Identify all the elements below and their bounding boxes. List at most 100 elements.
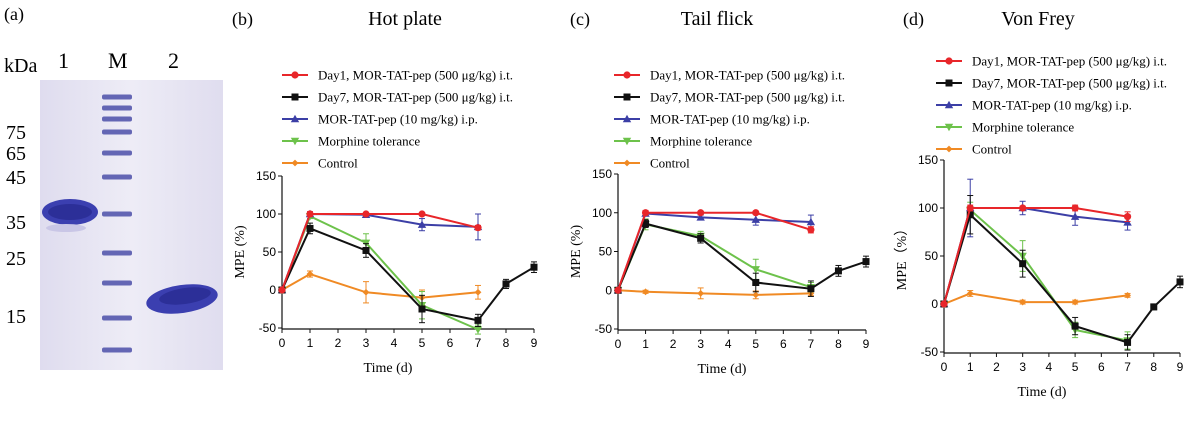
series-control	[614, 286, 815, 300]
y-tick-label: 100	[256, 207, 276, 221]
legend-marker	[291, 71, 299, 79]
x-tick-label: 4	[391, 336, 398, 350]
series-morphine	[939, 201, 1132, 350]
x-tick-label: 3	[697, 337, 704, 351]
series-day1	[278, 210, 482, 294]
x-tick-label: 4	[1046, 360, 1053, 374]
x-tick-label: 0	[615, 337, 622, 351]
legend-label: Morphine tolerance	[650, 134, 752, 149]
data-point	[417, 220, 427, 228]
legend-marker	[622, 137, 632, 146]
panel-label-a: (a)	[4, 4, 24, 25]
data-point	[1019, 260, 1027, 268]
y-tick-label: 100	[918, 201, 938, 215]
marker-tick-labels: 75 65 45 35 25 15	[6, 122, 26, 328]
marker-label-45: 45	[6, 167, 26, 189]
legend-label: Day7, MOR-TAT-pep (500 μg/kg) i.t.	[318, 90, 513, 105]
legend-label: Day7, MOR-TAT-pep (500 μg/kg) i.t.	[650, 90, 845, 105]
legend-label: MOR-TAT-pep (10 mg/kg) i.p.	[650, 112, 810, 127]
ladder-band	[102, 105, 132, 111]
chart-2: (c) Tail flick Day1, MOR-TAT-pep (500 μg/k…	[569, 8, 870, 377]
x-tick-label: 8	[503, 336, 510, 350]
y-tick-label: 100	[592, 206, 612, 220]
x-tick-label: 0	[941, 360, 948, 374]
data-point	[474, 316, 482, 324]
x-tick-label: 4	[725, 337, 732, 351]
y-tick-label: 150	[918, 153, 938, 167]
series-day1	[614, 209, 815, 294]
y-tick-label: -50	[595, 322, 613, 336]
legend-marker	[291, 93, 299, 101]
x-tick-label: 9	[1177, 360, 1184, 374]
gel-panel: (a) kDa 1 M 2 75 65 45 35 25 15	[4, 4, 223, 370]
charts: (b) Hot plate Day1, MOR-TAT-pep (500 μg/kg…	[232, 8, 1184, 400]
ladder-band	[102, 315, 132, 321]
data-point	[834, 267, 842, 275]
marker-label-65: 65	[6, 143, 26, 165]
ladder-band	[102, 347, 132, 353]
lane-label-m: M	[108, 48, 128, 73]
data-point	[642, 220, 650, 228]
legend-marker	[944, 123, 954, 132]
data-point	[862, 258, 870, 266]
legend-label: Control	[650, 156, 690, 171]
legend-label: Day1, MOR-TAT-pep (500 μg/kg) i.t.	[318, 68, 513, 83]
legend-label: MOR-TAT-pep (10 mg/kg) i.p.	[318, 112, 478, 127]
y-tick-label: -50	[921, 345, 939, 359]
legend-marker	[290, 137, 300, 146]
series-day1	[940, 204, 1132, 308]
x-axis-label: Time (d)	[698, 362, 747, 377]
series-line	[943, 212, 1181, 344]
data-point	[697, 289, 705, 297]
ladder-band	[102, 280, 132, 286]
x-axis-label: Time (d)	[1018, 385, 1067, 400]
legend-label: Day1, MOR-TAT-pep (500 μg/kg) i.t.	[972, 54, 1167, 69]
x-tick-label: 6	[1098, 360, 1105, 374]
chart-title: Von Frey	[1001, 8, 1075, 30]
chart-1: (b) Hot plate Day1, MOR-TAT-pep (500 μg/kg…	[232, 8, 538, 376]
data-point	[1070, 212, 1080, 220]
ladder-band	[102, 250, 132, 256]
legend-label: Morphine tolerance	[972, 120, 1074, 135]
ladder-band	[102, 174, 132, 180]
data-point	[751, 215, 760, 223]
chart-3: (d) Von Frey Day1, MOR-TAT-pep (500 μg/kg)…	[894, 8, 1184, 400]
band-lane-1-faint	[46, 224, 86, 232]
series-line	[943, 207, 1128, 305]
data-point	[1071, 322, 1079, 330]
y-tick-label: 50	[599, 245, 613, 259]
x-tick-label: 2	[993, 360, 1000, 374]
legend-marker	[623, 71, 631, 79]
y-tick-label: 150	[256, 169, 276, 183]
x-tick-label: 7	[808, 337, 815, 351]
legend-marker	[945, 79, 953, 87]
y-tick-label: -50	[259, 321, 277, 335]
x-tick-label: 3	[1019, 360, 1026, 374]
y-axis-label: MPE (%)	[569, 225, 584, 279]
band-lane-1-core	[48, 204, 92, 220]
data-point	[641, 209, 650, 217]
data-point	[966, 204, 974, 212]
legend-label: Morphine tolerance	[318, 134, 420, 149]
data-point	[940, 300, 948, 308]
panel-label: (b)	[232, 9, 253, 30]
y-tick-label: 0	[605, 283, 612, 297]
data-point	[1176, 278, 1184, 286]
data-point	[752, 291, 760, 299]
legend-label: Control	[318, 156, 358, 171]
data-point	[1019, 298, 1027, 306]
marker-label-75: 75	[6, 122, 26, 144]
data-point	[1071, 204, 1079, 212]
chart-title: Tail flick	[681, 8, 753, 30]
series-line	[943, 207, 1128, 305]
series-line	[281, 227, 535, 322]
series-line	[943, 208, 1128, 342]
legend-marker	[623, 93, 631, 101]
data-point	[362, 210, 370, 218]
legend-marker	[290, 114, 300, 123]
legend: Day1, MOR-TAT-pep (500 μg/kg) i.t. Day7, …	[614, 68, 845, 171]
series-control	[278, 270, 482, 306]
data-point	[614, 286, 622, 294]
data-point	[697, 234, 705, 242]
